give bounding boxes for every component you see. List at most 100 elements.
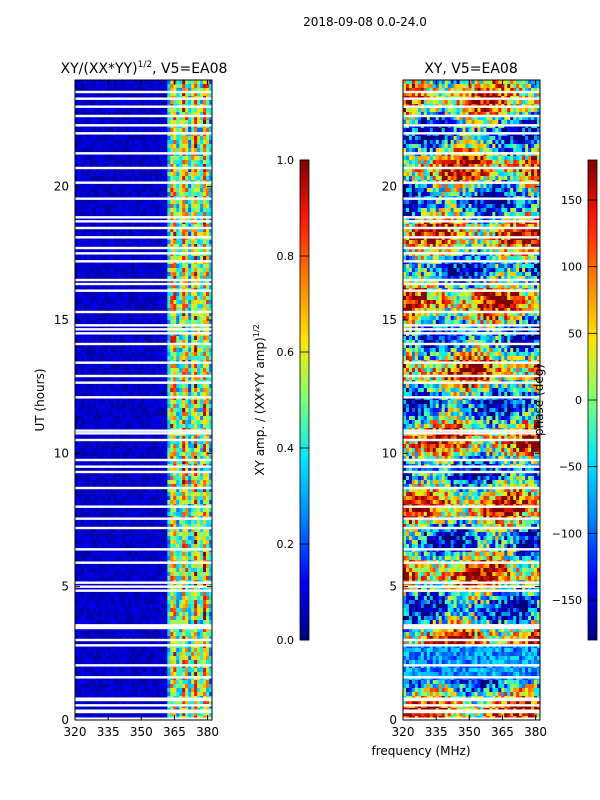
heatmap-cell [158,376,162,381]
heatmap-cell [95,140,100,145]
heatmap-cell [170,256,174,261]
heatmap-cell [179,108,183,113]
heatmap-cell [140,244,144,249]
heatmap-cell [164,412,168,417]
heatmap-cell [113,492,118,497]
heatmap-cell [137,228,141,233]
heatmap-cell [101,420,106,425]
heatmap-cell [128,148,132,153]
heatmap-cell [167,304,171,309]
heatmap-cell [206,456,210,461]
heatmap-cell [83,480,88,485]
heatmap-cell [185,200,189,205]
heatmap-cell [197,400,201,405]
heatmap-cell [200,144,204,149]
heatmap-cell [179,420,183,425]
heatmap-cell [89,436,94,441]
heatmap-cell [209,160,212,165]
heatmap-cell [86,404,91,409]
heatmap-cell [152,112,156,117]
heatmap-cell [98,100,103,105]
heatmap-cell [155,116,159,121]
heatmap-cell [86,92,91,97]
heatmap-cell [200,372,204,377]
heatmap-cell [134,192,138,197]
heatmap-cell [176,92,180,97]
heatmap-cell [134,336,138,341]
heatmap-cell [143,268,147,273]
heatmap-cell [122,484,127,489]
heatmap-cell [125,204,130,209]
heatmap-cell [173,176,177,181]
heatmap-cell [203,112,207,117]
heatmap-cell [143,176,147,181]
heatmap-cell [191,384,195,389]
heatmap-cell [113,188,118,193]
heatmap-cell [170,500,174,505]
heatmap-cell [173,480,177,485]
heatmap-cell [110,488,115,493]
heatmap-cell [200,368,204,373]
heatmap-cell [161,320,165,325]
heatmap-cell [152,444,156,449]
heatmap-cell [170,128,174,133]
heatmap-cell [116,472,121,477]
heatmap-cell [191,392,195,397]
heatmap-cell [176,316,180,321]
heatmap-cell [194,292,198,297]
heatmap-cell [209,444,212,449]
heatmap-cell [182,356,186,361]
heatmap-cell [110,256,115,261]
heatmap-cell [173,108,177,113]
heatmap-cell [167,204,171,209]
heatmap-cell [167,248,171,253]
heatmap-cell [89,316,94,321]
heatmap-cell [137,100,141,105]
heatmap-cell [125,164,130,169]
heatmap-cell [80,368,85,373]
heatmap-cell [125,188,130,193]
heatmap-cell [95,212,100,217]
heatmap-cell [200,140,204,145]
heatmap-cell [101,84,106,89]
heatmap-cell [134,176,138,181]
heatmap-cell [122,92,127,97]
heatmap-cell [89,156,94,161]
heatmap-cell [164,348,168,353]
heatmap-cell [110,200,115,205]
heatmap-cell [143,144,147,149]
heatmap-cell [110,472,115,477]
heatmap-cell [92,164,97,169]
heatmap-cell [164,296,168,301]
heatmap-cell [98,476,103,481]
heatmap-cell [200,468,204,473]
heatmap-cell [191,80,195,85]
heatmap-cell [149,448,153,453]
heatmap-cell [170,176,174,181]
heatmap-cell [209,88,212,93]
heatmap-cell [152,456,156,461]
heatmap-cell [173,148,177,153]
heatmap-cell [203,476,207,481]
heatmap-cell [95,100,100,105]
heatmap-cell [209,312,212,317]
heatmap-cell [110,416,115,421]
heatmap-cell [101,488,106,493]
heatmap-cell [116,268,121,273]
heatmap-cell [143,164,147,169]
heatmap-cell [167,108,171,113]
heatmap-cell [107,512,112,517]
heatmap-cell [167,468,171,473]
heatmap-cell [194,496,198,501]
heatmap-cell [75,416,79,421]
heatmap-cell [113,272,118,277]
heatmap-cell [104,460,109,465]
heatmap-cell [185,108,189,113]
heatmap-cell [110,240,115,245]
heatmap-cell [110,228,115,233]
heatmap-cell [80,456,85,461]
heatmap-cell [164,472,168,477]
heatmap-cell [203,460,207,465]
heatmap-cell [104,316,109,321]
heatmap-cell [110,268,115,273]
